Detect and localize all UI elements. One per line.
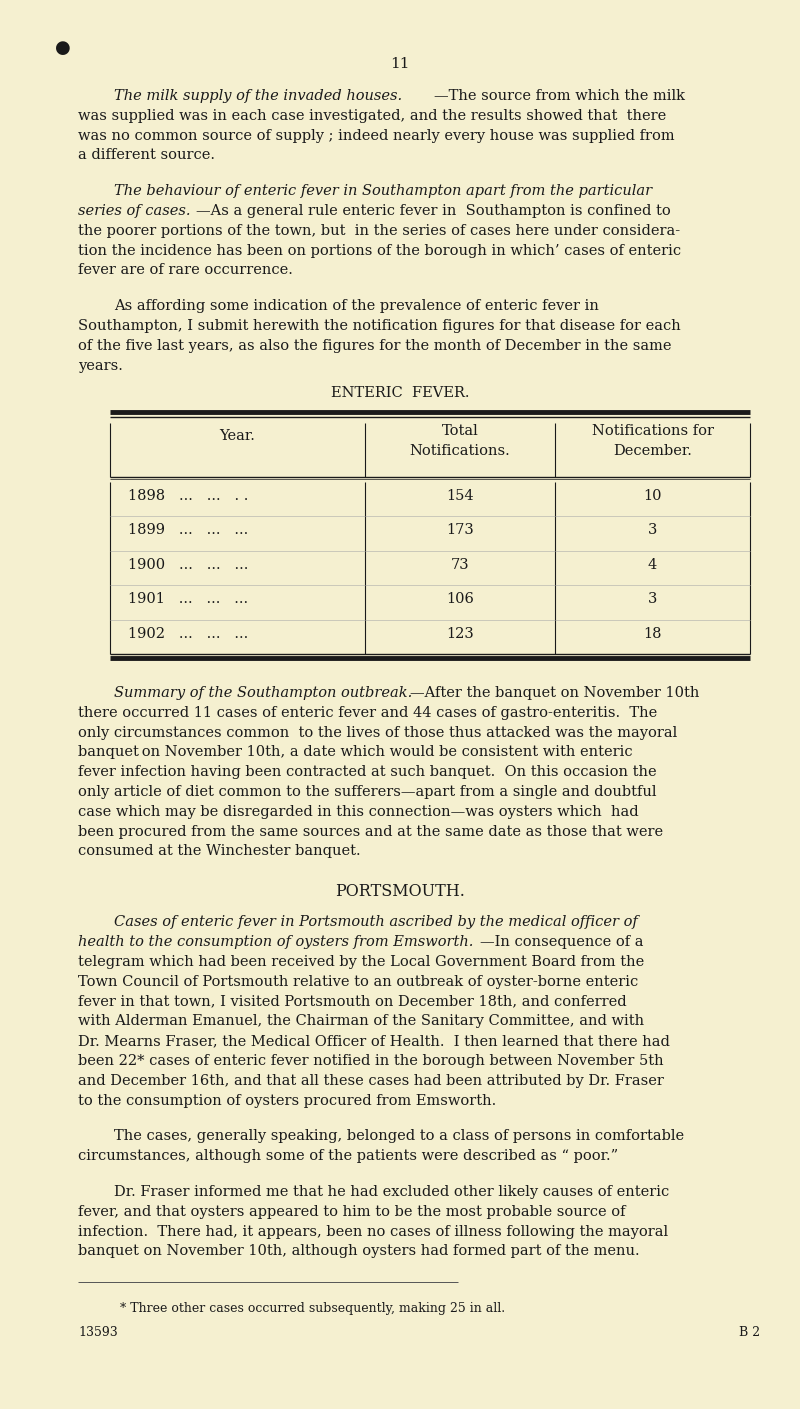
Text: 3: 3 bbox=[648, 592, 657, 606]
Text: been procured from the same sources and at the same date as those that were: been procured from the same sources and … bbox=[78, 824, 663, 838]
Text: Cases of enteric fever in Portsmouth ascribed by the medical officer of: Cases of enteric fever in Portsmouth asc… bbox=[114, 916, 638, 930]
Text: infection.  There had, it appears, been no cases of illness following the mayora: infection. There had, it appears, been n… bbox=[78, 1224, 668, 1239]
Text: —In consequence of a: —In consequence of a bbox=[480, 936, 643, 950]
Text: 1898   ...   ...   . .: 1898 ... ... . . bbox=[128, 489, 248, 503]
Text: —As a general rule enteric fever in  Southampton is confined to: —As a general rule enteric fever in Sout… bbox=[196, 204, 670, 218]
Text: 123: 123 bbox=[446, 627, 474, 641]
Text: circumstances, although some of the patients were described as “ poor.”: circumstances, although some of the pati… bbox=[78, 1150, 618, 1164]
Text: Year.: Year. bbox=[219, 428, 255, 442]
Text: Notifications for: Notifications for bbox=[591, 424, 714, 438]
Text: was supplied was in each case investigated, and the results showed that  there: was supplied was in each case investigat… bbox=[78, 108, 666, 123]
Text: years.: years. bbox=[78, 359, 123, 372]
Text: fever infection having been contracted at such banquet.  On this occasion the: fever infection having been contracted a… bbox=[78, 765, 657, 779]
Text: Southampton, I submit herewith the notification figures for that disease for eac: Southampton, I submit herewith the notif… bbox=[78, 318, 681, 333]
Text: Notifications.: Notifications. bbox=[410, 444, 510, 458]
Text: —After the banquet on November 10th: —After the banquet on November 10th bbox=[410, 686, 699, 700]
Text: The behaviour of enteric fever in Southampton apart from the particular: The behaviour of enteric fever in Southa… bbox=[114, 185, 652, 199]
Text: B 2: B 2 bbox=[739, 1326, 760, 1339]
Text: Summary of the Southampton outbreak.: Summary of the Southampton outbreak. bbox=[114, 686, 412, 700]
Text: banquet on November 10th, although oysters had formed part of the menu.: banquet on November 10th, although oyste… bbox=[78, 1244, 640, 1258]
Text: series of cases.: series of cases. bbox=[78, 204, 190, 218]
Text: was no common source of supply ; indeed nearly every house was supplied from: was no common source of supply ; indeed … bbox=[78, 128, 674, 142]
Text: December.: December. bbox=[613, 444, 692, 458]
Text: a different source.: a different source. bbox=[78, 148, 215, 162]
Text: consumed at the Winchester banquet.: consumed at the Winchester banquet. bbox=[78, 844, 361, 858]
Text: of the five last years, as also the figures for the month of December in the sam: of the five last years, as also the figu… bbox=[78, 338, 671, 352]
Text: fever are of rare occurrence.: fever are of rare occurrence. bbox=[78, 263, 293, 278]
Text: banquet on November 10th, a date which would be consistent with enteric: banquet on November 10th, a date which w… bbox=[78, 745, 633, 759]
Text: 154: 154 bbox=[446, 489, 474, 503]
Text: been 22* cases of enteric fever notified in the borough between November 5th: been 22* cases of enteric fever notified… bbox=[78, 1054, 664, 1068]
Text: 11: 11 bbox=[390, 56, 410, 70]
Text: 10: 10 bbox=[643, 489, 662, 503]
Text: 13593: 13593 bbox=[78, 1326, 118, 1339]
Text: Dr. Fraser informed me that he had excluded other likely causes of enteric: Dr. Fraser informed me that he had exclu… bbox=[114, 1185, 670, 1199]
Text: health to the consumption of oysters from Emsworth.: health to the consumption of oysters fro… bbox=[78, 936, 474, 950]
Text: Town Council of Portsmouth relative to an outbreak of oyster-borne enteric: Town Council of Portsmouth relative to a… bbox=[78, 975, 638, 989]
Text: to the consumption of oysters procured from Emsworth.: to the consumption of oysters procured f… bbox=[78, 1093, 496, 1107]
Text: 18: 18 bbox=[643, 627, 662, 641]
Text: only article of diet common to the sufferers—apart from a single and doubtful: only article of diet common to the suffe… bbox=[78, 785, 657, 799]
Text: ●: ● bbox=[55, 39, 70, 56]
Text: The milk supply of the invaded houses.: The milk supply of the invaded houses. bbox=[114, 89, 402, 103]
Text: —The source from which the milk: —The source from which the milk bbox=[434, 89, 685, 103]
Text: 4: 4 bbox=[648, 558, 657, 572]
Text: Total: Total bbox=[442, 424, 478, 438]
Text: fever in that town, I visited Portsmouth on December 18th, and conferred: fever in that town, I visited Portsmouth… bbox=[78, 995, 626, 1009]
Text: 3: 3 bbox=[648, 523, 657, 537]
Text: tion the incidence has been on portions of the borough in which’ cases of enteri: tion the incidence has been on portions … bbox=[78, 244, 681, 258]
Text: The cases, generally speaking, belonged to a class of persons in comfortable: The cases, generally speaking, belonged … bbox=[114, 1130, 684, 1143]
Text: case which may be disregarded in this connection—was oysters which  had: case which may be disregarded in this co… bbox=[78, 805, 638, 819]
Text: 1901   ...   ...   ...: 1901 ... ... ... bbox=[128, 592, 248, 606]
Text: 1899   ...   ...   ...: 1899 ... ... ... bbox=[128, 523, 248, 537]
Text: As affording some indication of the prevalence of enteric fever in: As affording some indication of the prev… bbox=[114, 299, 599, 313]
Text: Dr. Mearns Fraser, the Medical Officer of Health.  I then learned that there had: Dr. Mearns Fraser, the Medical Officer o… bbox=[78, 1034, 670, 1048]
Text: 73: 73 bbox=[450, 558, 470, 572]
Text: * Three other cases occurred subsequently, making 25 in all.: * Three other cases occurred subsequentl… bbox=[120, 1302, 505, 1315]
Text: 173: 173 bbox=[446, 523, 474, 537]
Text: only circumstances common  to the lives of those thus attacked was the mayoral: only circumstances common to the lives o… bbox=[78, 726, 678, 740]
Text: 1902   ...   ...   ...: 1902 ... ... ... bbox=[128, 627, 248, 641]
Text: and December 16th, and that all these cases had been attributed by Dr. Fraser: and December 16th, and that all these ca… bbox=[78, 1074, 664, 1088]
Text: there occurred 11 cases of enteric fever and 44 cases of gastro-enteritis.  The: there occurred 11 cases of enteric fever… bbox=[78, 706, 658, 720]
Text: 1900   ...   ...   ...: 1900 ... ... ... bbox=[128, 558, 248, 572]
Text: the poorer portions of the town, but  in the series of cases here under consider: the poorer portions of the town, but in … bbox=[78, 224, 680, 238]
Text: telegram which had been received by the Local Government Board from the: telegram which had been received by the … bbox=[78, 955, 644, 969]
Text: with Alderman Emanuel, the Chairman of the Sanitary Committee, and with: with Alderman Emanuel, the Chairman of t… bbox=[78, 1014, 644, 1029]
Text: fever, and that oysters appeared to him to be the most probable source of: fever, and that oysters appeared to him … bbox=[78, 1205, 626, 1219]
Text: PORTSMOUTH.: PORTSMOUTH. bbox=[335, 883, 465, 900]
Text: E​N​T​E​R​I​C  F​E​V​E​R.: E​N​T​E​R​I​C F​E​V​E​R. bbox=[330, 386, 470, 400]
Text: 106: 106 bbox=[446, 592, 474, 606]
